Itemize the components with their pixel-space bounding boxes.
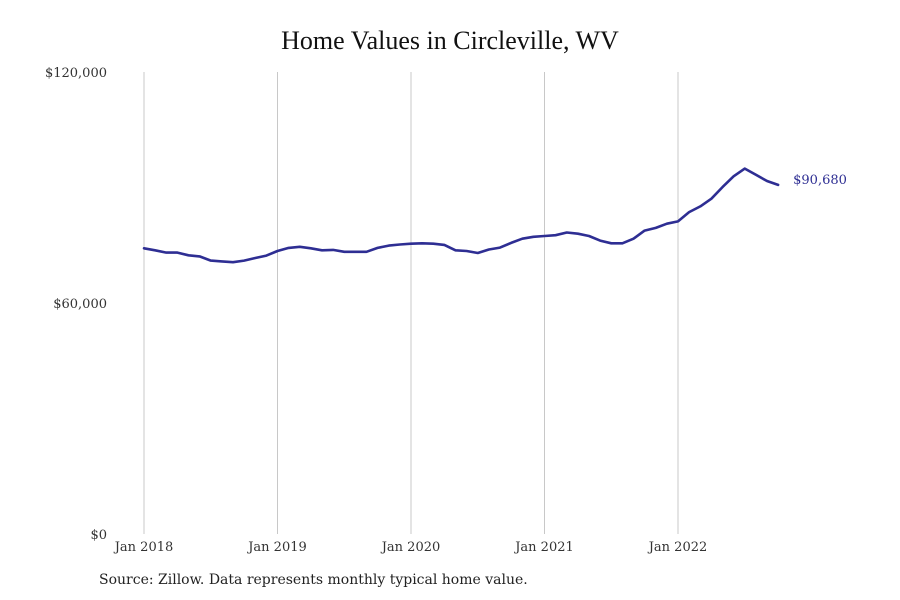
x-tick-label: Jan 2022 (647, 540, 708, 555)
end-label-layer: $90,680 (793, 173, 847, 188)
y-tick-label: $0 (90, 528, 107, 543)
y-tick-label: $120,000 (45, 66, 107, 81)
x-tick-label: Jan 2018 (113, 540, 174, 555)
x-tick-label: Jan 2020 (380, 540, 441, 555)
x-tick-label: Jan 2019 (246, 540, 307, 555)
source-note: Source: Zillow. Data represents monthly … (99, 572, 528, 588)
series-line (142, 167, 780, 264)
y-axis-tick-labels: $0 $60,000 $120,000 (45, 66, 107, 543)
y-tick-label: $60,000 (53, 297, 107, 312)
end-value-label: $90,680 (793, 173, 847, 188)
x-axis-tick-labels: Jan 2018 Jan 2019 Jan 2020 Jan 2021 Jan 2022 (113, 540, 708, 555)
series-layer (142, 167, 780, 264)
x-tick-label: Jan 2021 (513, 540, 574, 555)
chart-title: Home Values in Circleville, WV (281, 26, 619, 55)
grid-lines (143, 72, 679, 534)
